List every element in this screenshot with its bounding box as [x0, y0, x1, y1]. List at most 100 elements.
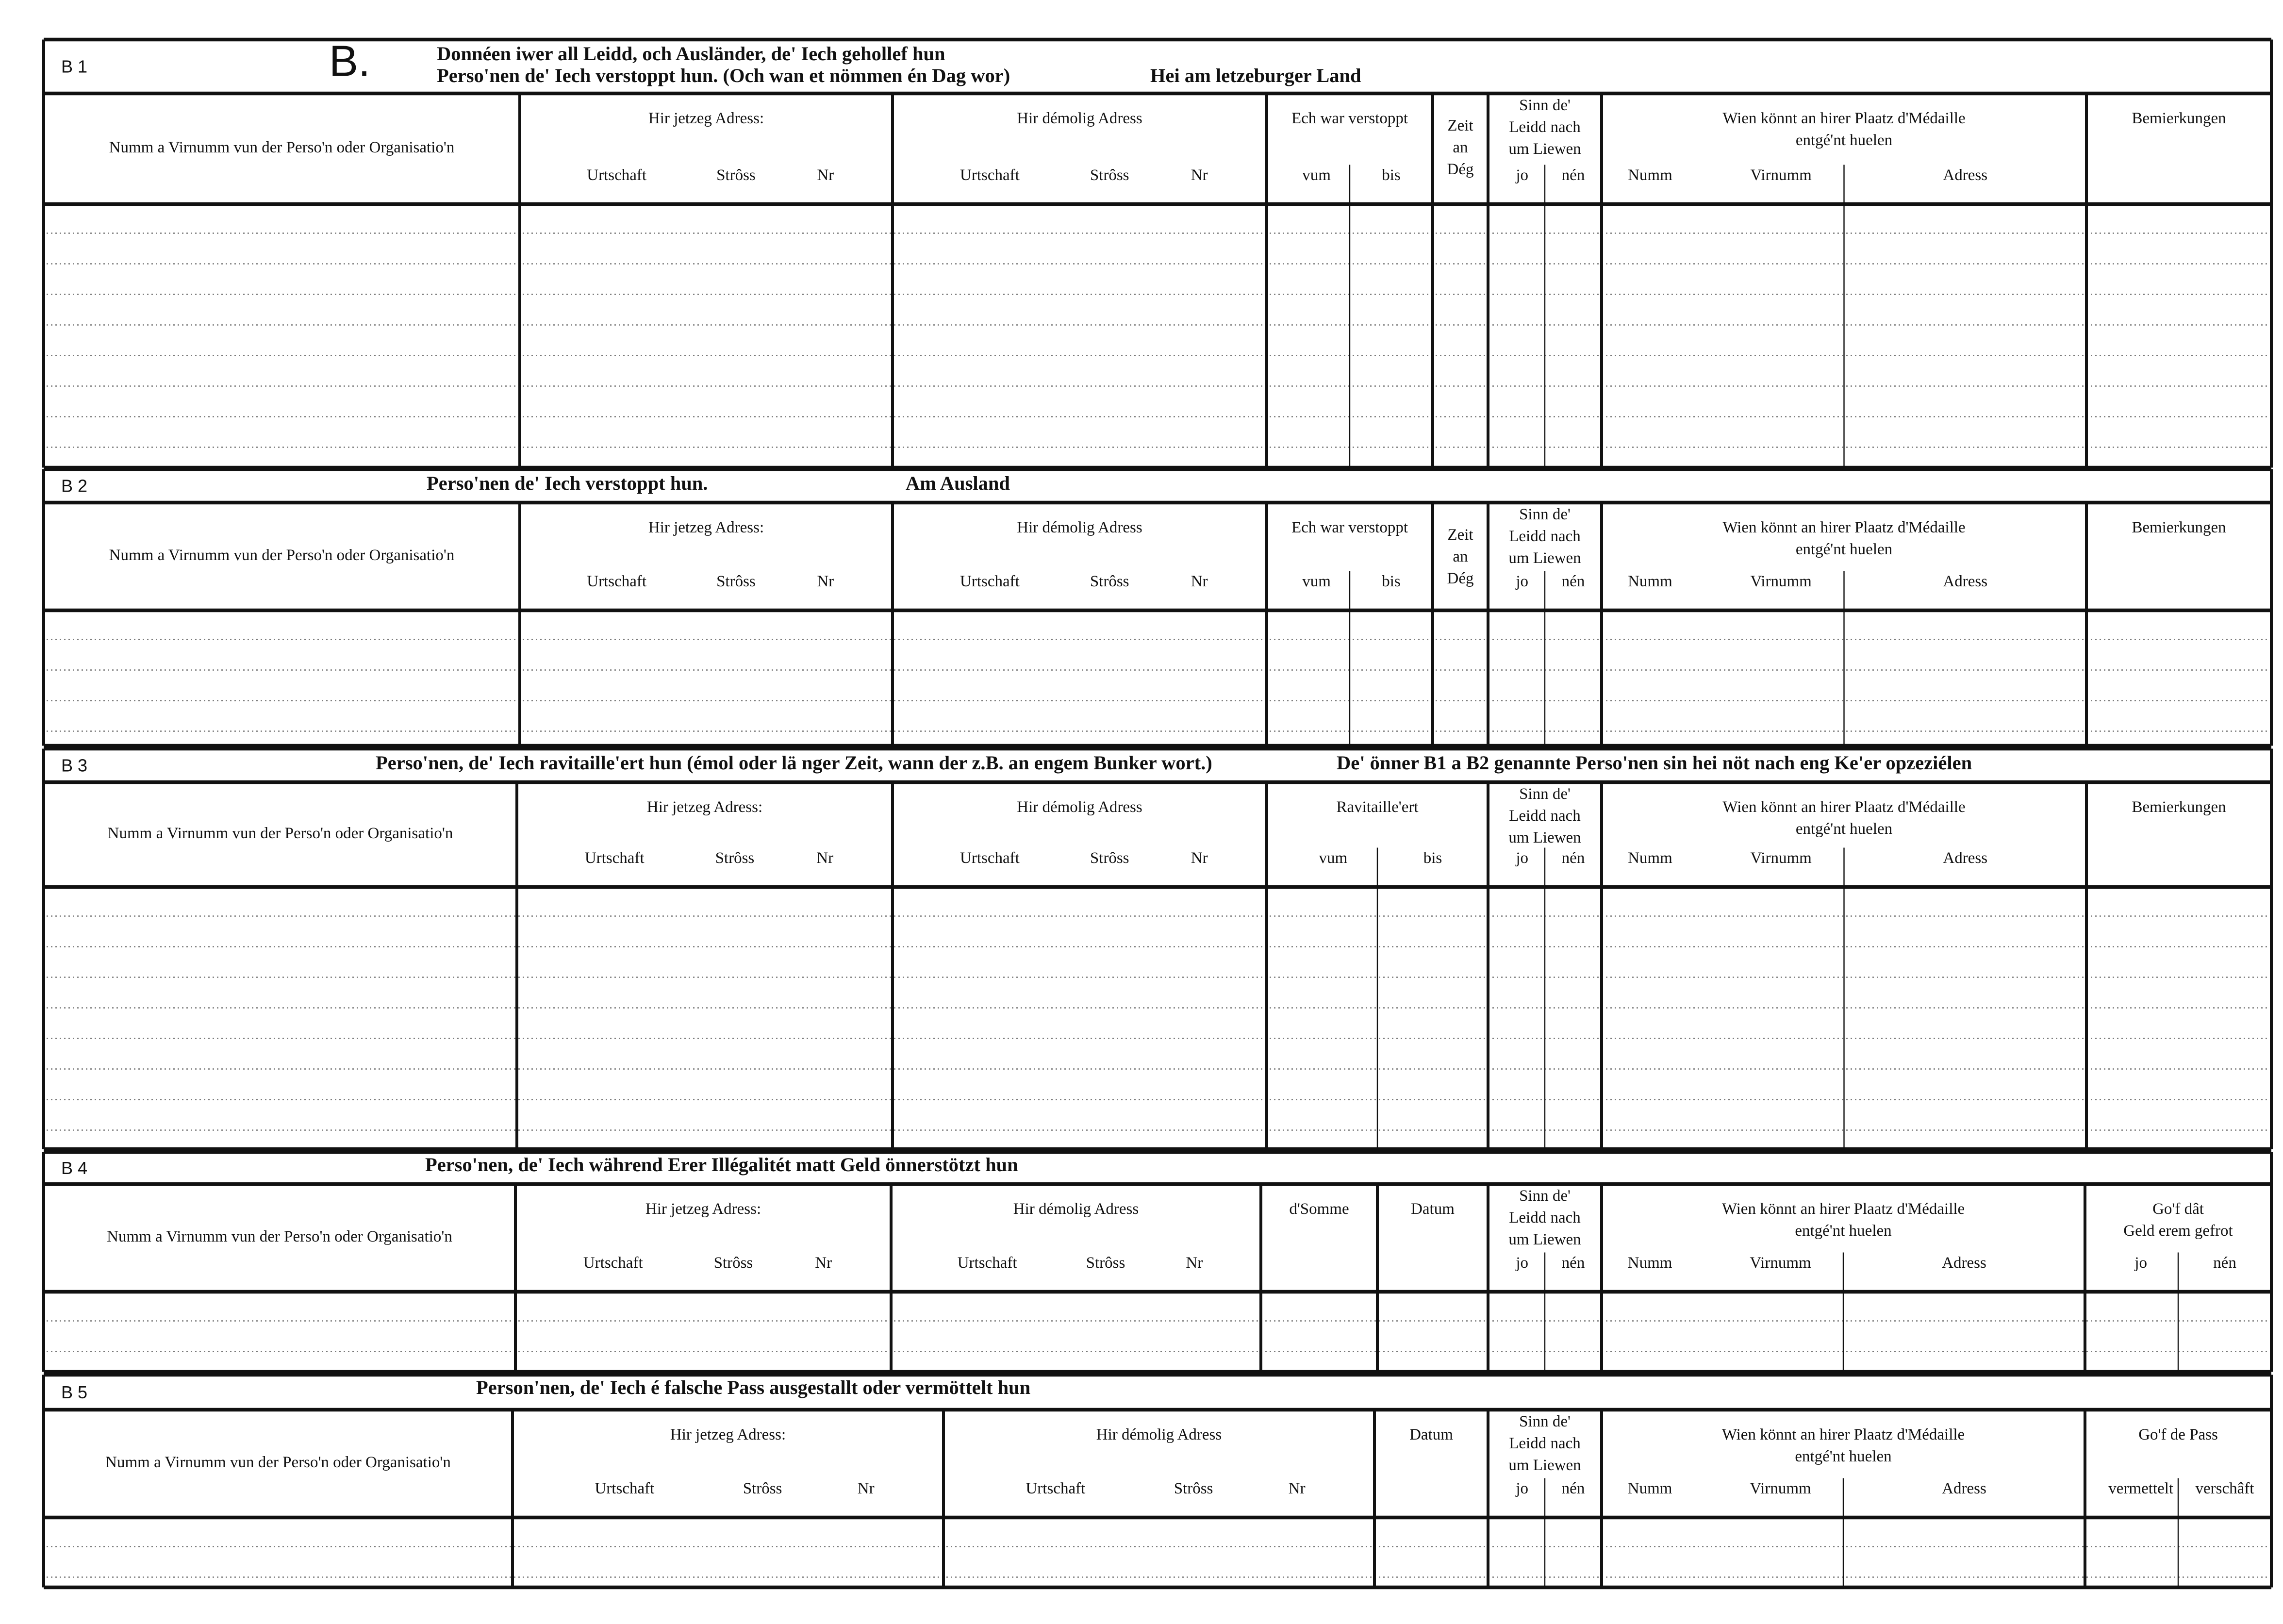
column-subtitle: Nr	[1191, 166, 1208, 184]
column-subtitle: nén	[1562, 849, 1585, 867]
column-title: um Liewen	[1508, 549, 1581, 567]
form-letter: B.	[329, 37, 370, 85]
column-subtitle: Nr	[1186, 1254, 1203, 1272]
section-label: B 5	[61, 1382, 87, 1402]
column-title: Numm a Virnumm vun der Perso'n oder Orga…	[109, 139, 455, 156]
column-subtitle: jo	[1515, 1254, 1528, 1272]
column-title: Sinn de'	[1519, 506, 1571, 523]
column-subtitle: jo	[1515, 849, 1528, 867]
section-heading: Hei am letzeburger Land	[1150, 65, 1361, 86]
column-title: um Liewen	[1508, 1457, 1581, 1474]
column-subtitle: Urtschaft	[595, 1480, 654, 1497]
column-title: Leidd nach	[1509, 528, 1581, 545]
column-title: Hir jetzeg Adress:	[670, 1426, 786, 1443]
column-subtitle: Urtschaft	[958, 1254, 1017, 1272]
section-heading: Perso'nen, de' Iech ravitaille'ert hun (…	[376, 752, 1212, 774]
column-subtitle: vum	[1302, 573, 1331, 590]
column-subtitle: Urtschaft	[1026, 1480, 1085, 1497]
column-subtitle: Strôss	[1174, 1480, 1213, 1497]
column-subtitle: Urtschaft	[585, 849, 645, 867]
column-subtitle: Virnumm	[1750, 573, 1812, 590]
column-title: Bemierkungen	[2132, 110, 2226, 127]
column-title: Sinn de'	[1519, 785, 1571, 803]
column-title: Leidd nach	[1509, 1435, 1581, 1452]
column-title: Bemierkungen	[2132, 519, 2226, 536]
column-subtitle: Strôss	[1086, 1254, 1125, 1272]
column-title: Ech war verstoppt	[1291, 519, 1408, 536]
column-title: Dég	[1447, 161, 1474, 178]
column-title: d'Somme	[1289, 1200, 1349, 1218]
column-subtitle: Strôss	[714, 1254, 753, 1272]
column-subtitle: jo	[1515, 1480, 1528, 1497]
column-title: Sinn de'	[1519, 1187, 1571, 1205]
column-subtitle: Numm	[1628, 849, 1672, 867]
section-label: B 1	[61, 57, 87, 77]
column-subtitle: jo	[1515, 573, 1528, 590]
column-title: Wien könnt an hirer Plaatz d'Médaille	[1722, 798, 1965, 816]
column-subtitle: Adress	[1943, 849, 1987, 867]
column-title: Bemierkungen	[2132, 798, 2226, 816]
column-title: um Liewen	[1508, 829, 1581, 846]
section-label: B 4	[61, 1158, 87, 1178]
column-title: Geld erem gefrot	[2123, 1222, 2233, 1240]
column-subtitle: vum	[1302, 166, 1331, 184]
column-title: Numm a Virnumm vun der Perso'n oder Orga…	[109, 547, 455, 564]
column-title: Numm a Virnumm vun der Perso'n oder Orga…	[107, 1228, 452, 1245]
column-subtitle: Strôss	[716, 166, 756, 184]
column-title: an	[1453, 139, 1468, 156]
column-title: Hir démolig Adress	[1096, 1426, 1222, 1443]
column-subtitle: Numm	[1628, 1480, 1672, 1497]
section-heading: Perso'nen, de' Iech während Erer Illégal…	[425, 1154, 1018, 1176]
column-subtitle: vermettelt	[2108, 1480, 2173, 1497]
column-subtitle: bis	[1382, 166, 1401, 184]
column-title: an	[1453, 548, 1468, 565]
column-title: Datum	[1409, 1426, 1453, 1443]
section-heading: Donnéen iwer all Leidd, och Ausländer, d…	[437, 43, 945, 65]
column-subtitle: bis	[1382, 573, 1401, 590]
column-title: Sinn de'	[1519, 97, 1571, 114]
column-subtitle: Urtschaft	[960, 849, 1020, 867]
column-subtitle: Numm	[1628, 1254, 1672, 1272]
column-title: Go'f de Pass	[2138, 1426, 2218, 1443]
column-title: entgé'nt huelen	[1795, 1222, 1891, 1240]
column-title: Hir jetzeg Adress:	[647, 798, 762, 816]
section-label: B 2	[61, 476, 87, 496]
column-subtitle: Urtschaft	[960, 166, 1020, 184]
column-subtitle: Nr	[817, 166, 834, 184]
column-subtitle: Adress	[1943, 573, 1987, 590]
column-subtitle: nén	[2213, 1254, 2236, 1272]
column-title: Dég	[1447, 570, 1474, 587]
column-title: Hir démolig Adress	[1017, 110, 1142, 127]
column-subtitle: jo	[1515, 166, 1528, 184]
column-subtitle: nén	[1562, 1254, 1585, 1272]
column-title: Wien könnt an hirer Plaatz d'Médaille	[1722, 1426, 1965, 1443]
column-title: Sinn de'	[1519, 1413, 1571, 1430]
column-title: Wien könnt an hirer Plaatz d'Médaille	[1722, 1200, 1965, 1218]
column-title: Datum	[1411, 1200, 1455, 1218]
column-subtitle: Adress	[1942, 1254, 1986, 1272]
column-title: Wien könnt an hirer Plaatz d'Médaille	[1722, 110, 1965, 127]
column-subtitle: Adress	[1943, 166, 1987, 184]
column-title: Hir jetzeg Adress:	[648, 110, 764, 127]
column-title: Hir démolig Adress	[1013, 1200, 1139, 1218]
column-subtitle: Nr	[1191, 573, 1208, 590]
section-label: B 3	[61, 756, 87, 776]
column-subtitle: vum	[1319, 849, 1347, 867]
column-subtitle: Urtschaft	[587, 573, 646, 590]
column-subtitle: Strôss	[716, 573, 756, 590]
section-heading: De' önner B1 a B2 genannte Perso'nen sin…	[1337, 752, 1972, 774]
section-heading: Person'nen, de' Iech é falsche Pass ausg…	[476, 1376, 1030, 1398]
column-subtitle: Strôss	[1090, 166, 1129, 184]
column-title: entgé'nt huelen	[1795, 1448, 1891, 1465]
column-title: Ravitaille'ert	[1336, 798, 1418, 816]
column-subtitle: Virnumm	[1750, 166, 1812, 184]
column-subtitle: Adress	[1942, 1480, 1986, 1497]
column-title: Zeit	[1447, 117, 1473, 134]
column-subtitle: Strôss	[1090, 849, 1129, 867]
column-subtitle: nén	[1562, 1480, 1585, 1497]
column-subtitle: Urtschaft	[587, 166, 646, 184]
section-heading: Perso'nen de' Iech verstoppt hun.	[427, 472, 708, 494]
